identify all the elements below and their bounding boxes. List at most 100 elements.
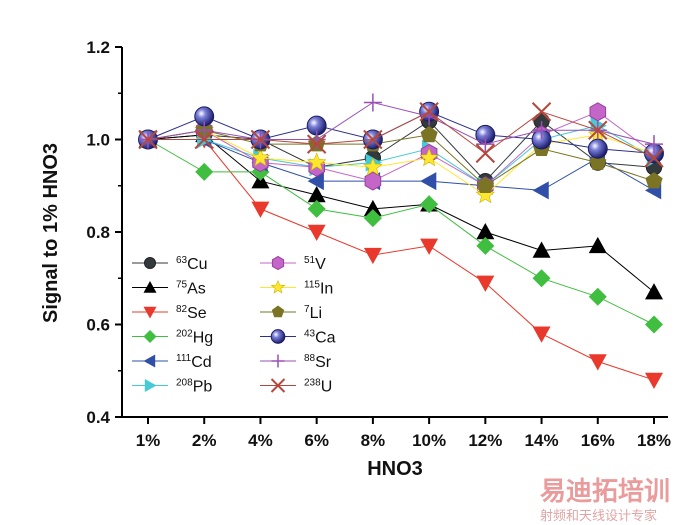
data-point [532, 181, 549, 200]
legend-element: Se [187, 305, 207, 322]
legend-marker [270, 329, 286, 344]
series-line [148, 139, 655, 191]
legend-element: As [187, 281, 206, 298]
legend-marker [271, 305, 285, 318]
data-point [420, 125, 438, 143]
legend-label: 238U [304, 378, 332, 396]
legend-mass: 75 [176, 280, 188, 291]
legend-element: Cd [191, 354, 211, 371]
data-point [588, 287, 607, 306]
data-point [475, 184, 496, 204]
legend-item-cd: 111Cd [132, 353, 212, 371]
series-se [139, 132, 663, 389]
y-tick-label: 1.0 [86, 131, 110, 150]
data-point [420, 195, 439, 214]
legend-label: 115In [304, 280, 333, 298]
legend-item-cu: 63Cu [132, 255, 208, 273]
data-point [251, 201, 270, 218]
data-point [475, 143, 496, 164]
series-line [147, 129, 655, 187]
data-point [363, 209, 382, 228]
legend-item-v: 51V [260, 255, 326, 273]
legend-item-pb: 208Pb [132, 378, 212, 396]
data-point [138, 129, 158, 150]
legend-item-u: 238U [260, 378, 332, 396]
series-line [147, 139, 655, 325]
legend-item-sr: 88Sr [260, 353, 332, 371]
data-point [588, 236, 607, 254]
legend-label: 208Pb [176, 378, 212, 396]
series-line [147, 101, 655, 145]
legend-item-hg: 202Hg [132, 329, 213, 347]
legend-mass: 63 [176, 255, 188, 266]
data-point [645, 283, 663, 300]
data-point [476, 275, 495, 292]
legend-element: In [320, 281, 333, 298]
legend-item-as: 75As [132, 280, 206, 298]
data-point [645, 172, 663, 189]
axes: 0.4 0.6 0.8 1.0 1.2 1% 2% 4% 6% 8% 10% 12% 14% 16% 18% [86, 38, 671, 450]
data-point [645, 315, 663, 334]
data-point [588, 354, 607, 371]
data-point [476, 135, 495, 154]
data-point [363, 156, 383, 176]
legend-marker [143, 306, 157, 319]
legend-item-ca: 43Ca [260, 329, 336, 347]
legend-marker [143, 256, 157, 270]
legend-label: 202Hg [176, 329, 213, 347]
data-point [307, 172, 324, 191]
data-point [195, 162, 214, 181]
x-tick-label: 14% [525, 431, 559, 450]
data-point [644, 148, 664, 168]
series-in [138, 119, 664, 204]
data-point [589, 102, 607, 122]
series-cd [139, 130, 662, 200]
series-line [147, 111, 655, 187]
series-cu [139, 112, 663, 190]
legend-marker [271, 255, 285, 271]
series-line [147, 129, 655, 196]
legend-mass: 7 [304, 304, 310, 315]
data-point [476, 236, 495, 255]
x-axis-title: HNO3 [367, 458, 423, 480]
series-line [148, 125, 655, 187]
data-point [532, 121, 551, 140]
legend-mass: 51 [304, 255, 316, 266]
legend-marker [270, 279, 286, 294]
legend-item-se: 82Se [132, 304, 207, 322]
data-point [645, 135, 663, 154]
legend-label: 82Se [176, 304, 207, 322]
legend-element: Ca [315, 330, 336, 347]
data-point [250, 129, 271, 150]
series-as [139, 125, 663, 300]
legend-mass: 202 [176, 329, 193, 340]
data-point [476, 223, 495, 240]
legend-mass: 208 [176, 378, 193, 389]
x-tick-label: 1% [136, 431, 161, 450]
legend-item-in: 115In [260, 280, 333, 298]
legend-element: V [315, 256, 326, 273]
legend-label: 63Cu [176, 255, 208, 273]
data-point [419, 102, 439, 122]
series-hg [139, 130, 663, 334]
series-pb [140, 116, 663, 195]
legend-marker [271, 354, 285, 368]
data-point [363, 199, 382, 217]
data-point [476, 176, 494, 193]
legend-label: 111Cd [176, 353, 212, 371]
data-point [306, 152, 327, 171]
legend-label: 88Sr [304, 353, 332, 371]
data-point [364, 171, 382, 191]
data-point [420, 172, 437, 191]
data-point [531, 102, 552, 122]
legend-label: 43Ca [304, 329, 336, 347]
legend-mass: 82 [176, 304, 188, 315]
data-point [194, 129, 214, 150]
data-point [363, 247, 382, 265]
data-point [307, 186, 326, 203]
legend-marker [270, 378, 286, 393]
data-point [532, 241, 551, 258]
legend-marker [143, 330, 157, 343]
y-tick-label: 0.8 [86, 223, 110, 242]
